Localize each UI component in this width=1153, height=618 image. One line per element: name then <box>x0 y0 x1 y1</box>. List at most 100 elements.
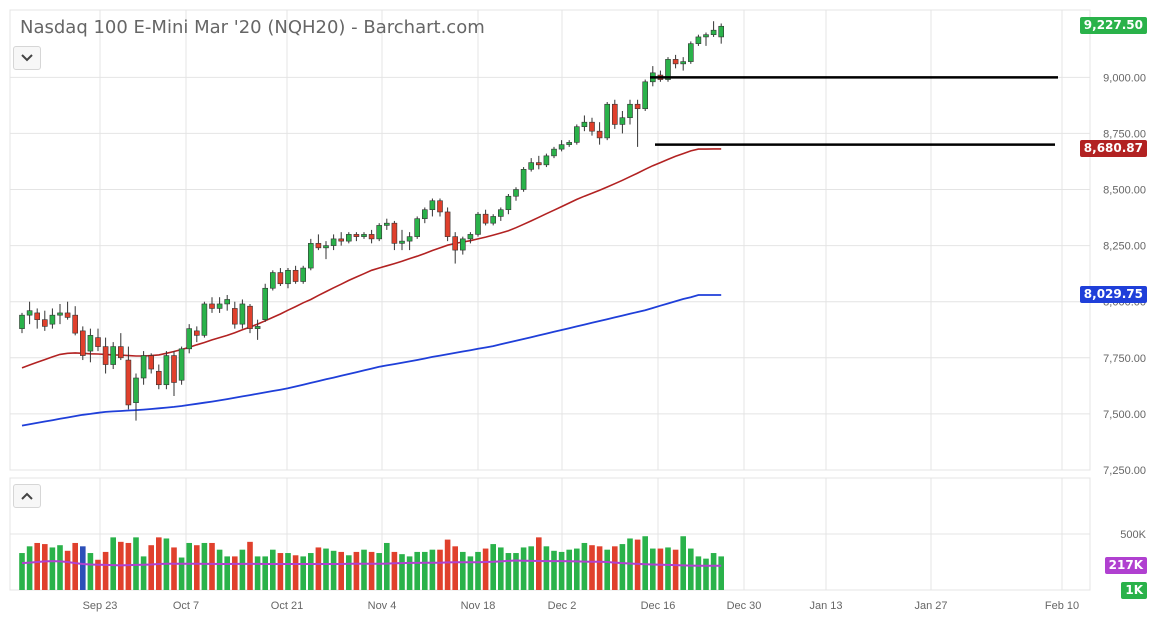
volume-bar <box>612 546 618 590</box>
candle-body <box>110 346 116 365</box>
volume-bar <box>604 549 610 590</box>
volume-bar <box>232 556 238 590</box>
vol-ma-badge: 217K <box>1104 556 1147 574</box>
candle <box>338 232 345 246</box>
candle <box>64 301 71 320</box>
candle-body <box>611 103 618 125</box>
volume-bar <box>361 549 367 590</box>
candle-body <box>247 305 253 329</box>
volume-bar <box>566 549 572 590</box>
candle <box>520 167 527 192</box>
candle <box>292 265 299 284</box>
candle-body <box>710 29 717 35</box>
candle <box>604 102 611 141</box>
candle <box>429 198 436 217</box>
price-panel-toggle[interactable] <box>13 46 41 70</box>
volume-bar <box>186 542 192 590</box>
candle-body <box>186 328 192 350</box>
volume-bar <box>270 549 276 590</box>
candle-body <box>300 267 307 282</box>
candle-body <box>452 236 459 251</box>
candle <box>467 232 474 244</box>
volume-bar <box>406 556 413 590</box>
candle-body <box>148 355 154 370</box>
candle-body <box>604 103 611 139</box>
candle-body <box>125 359 132 406</box>
volume-bar <box>57 545 63 590</box>
volume-bar <box>703 558 709 590</box>
candle <box>95 328 101 352</box>
volume-bar <box>194 545 200 590</box>
candle <box>475 211 481 237</box>
candle <box>239 299 246 329</box>
volume-bar <box>338 551 344 590</box>
candle <box>269 270 276 291</box>
candle <box>87 328 94 363</box>
candle-body <box>57 312 63 316</box>
candle <box>72 306 78 336</box>
candle <box>672 54 679 69</box>
candle <box>330 234 337 251</box>
volume-bar <box>285 553 291 590</box>
candle <box>171 351 177 396</box>
ma-long-badge: 8,029.75 <box>1079 286 1147 304</box>
candle-body <box>368 234 375 240</box>
candle <box>528 158 535 172</box>
volume-bar <box>528 546 534 590</box>
candle-body <box>262 287 269 320</box>
price-panel-frame <box>9 9 1091 471</box>
time-tick-label: Jan 27 <box>914 600 947 612</box>
volume-bar <box>26 546 33 590</box>
volume-bar <box>460 551 466 590</box>
candle-body <box>543 155 550 166</box>
candle-body <box>315 243 322 249</box>
candle-body <box>475 213 481 235</box>
volume-ma-line <box>21 559 722 567</box>
candle-body <box>520 169 527 190</box>
volume-panel-toggle[interactable] <box>13 484 41 508</box>
candle-body <box>361 234 367 237</box>
candle-body <box>171 355 177 383</box>
candle-body <box>178 348 185 381</box>
volume-bar <box>475 551 481 590</box>
candle <box>452 232 459 264</box>
candle-body <box>80 330 86 356</box>
candle-body <box>497 209 504 217</box>
candle-body <box>665 59 671 80</box>
volume-bar <box>642 536 648 590</box>
candle-body <box>467 234 474 240</box>
candle <box>300 265 307 284</box>
candle <box>254 319 261 340</box>
candle-body <box>695 36 702 44</box>
candle <box>421 207 428 224</box>
candle <box>505 194 512 215</box>
candle-body <box>444 211 451 237</box>
volume-bar <box>574 548 580 590</box>
volume-bar <box>437 549 443 590</box>
candle-body <box>201 303 208 336</box>
volume-bar <box>650 548 656 590</box>
candle-body <box>528 162 535 170</box>
volume-bar <box>422 551 428 590</box>
candle-body <box>490 216 497 224</box>
volume-bar <box>589 545 595 590</box>
candle <box>414 216 421 239</box>
candle <box>361 232 367 239</box>
candle <box>459 236 466 255</box>
price-tick-label: 8,500.00 <box>1103 185 1146 197</box>
volume-bars <box>19 536 724 590</box>
time-tick-label: Feb 10 <box>1045 600 1079 612</box>
candle-body <box>535 162 542 166</box>
volume-bar <box>72 542 78 590</box>
volume-bar <box>368 551 375 590</box>
candle-body <box>558 144 565 150</box>
volume-bar <box>148 545 154 590</box>
candle <box>513 187 519 201</box>
candle <box>307 238 314 271</box>
candle-body <box>619 117 626 125</box>
candle-body <box>566 142 573 145</box>
candle-body <box>239 303 246 325</box>
candle <box>110 342 116 370</box>
candle <box>634 99 641 147</box>
